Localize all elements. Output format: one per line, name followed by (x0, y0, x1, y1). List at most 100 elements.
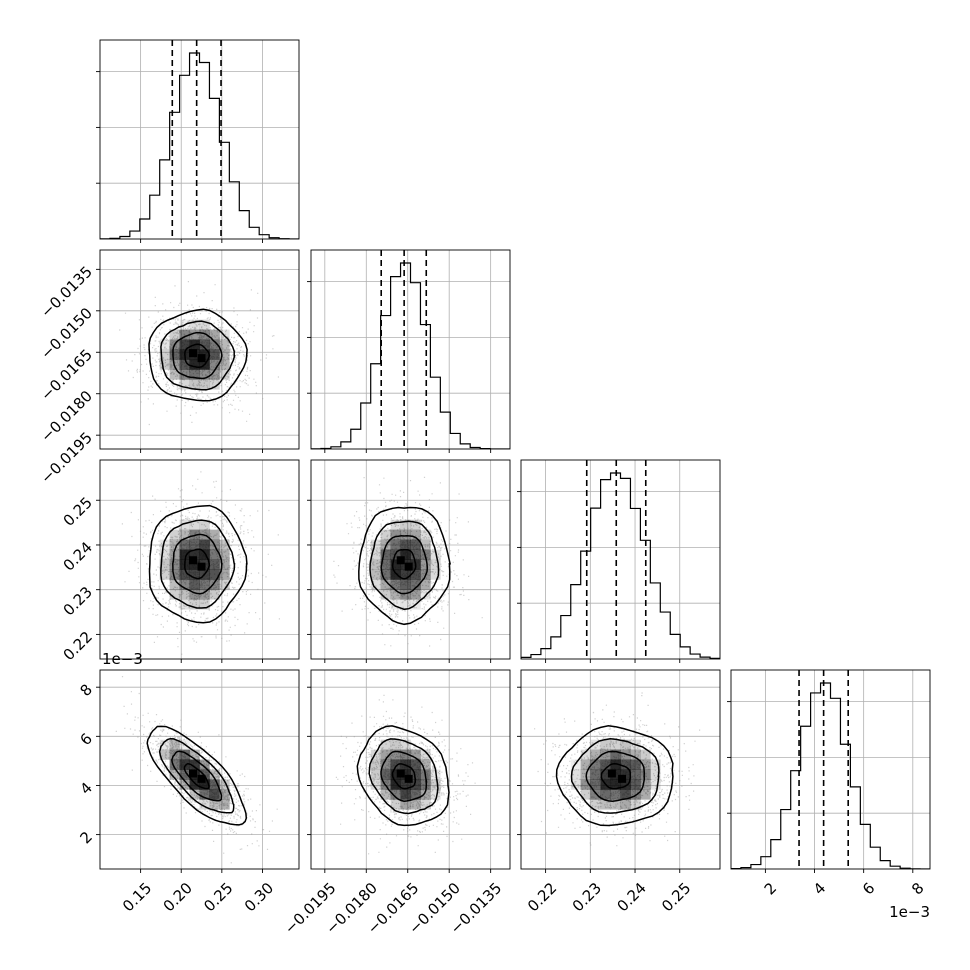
density-cell (169, 739, 180, 750)
density-cell (370, 749, 381, 760)
density-cell (600, 769, 611, 780)
density-cell (410, 789, 421, 800)
density-peak (189, 769, 198, 778)
y-tick-label: 8 (77, 680, 96, 699)
density-cell (179, 339, 190, 350)
density-cell (380, 559, 391, 570)
density-cell (179, 759, 190, 770)
density-cell (189, 569, 200, 580)
density-cell (169, 589, 180, 600)
density-cell (199, 589, 210, 600)
density-cell (610, 789, 621, 800)
density-cell (189, 329, 200, 340)
density-cell (199, 339, 210, 350)
density-cell (179, 779, 190, 790)
density-cell (610, 779, 621, 790)
density-cell (370, 559, 381, 570)
density-cell (430, 559, 441, 570)
density-cell (380, 789, 391, 800)
density-content (121, 471, 280, 655)
density-cell (630, 779, 641, 790)
density-cell (570, 759, 581, 770)
density-cell (179, 749, 190, 760)
density-cell (189, 369, 200, 380)
density-cell (179, 529, 190, 540)
density-cell (209, 329, 220, 340)
density-cell (390, 569, 401, 580)
contour-level-2 (160, 519, 236, 609)
density-cell (209, 799, 220, 810)
density-cell (390, 589, 401, 600)
x-tick-label: 6 (859, 879, 878, 898)
density-cell (199, 539, 210, 550)
density-cell (420, 759, 431, 770)
density-cell (570, 769, 581, 780)
density-panel-1-0: −0.0195−0.0180−0.0165−0.0150−0.0135 (37, 249, 300, 487)
density-cell (400, 749, 411, 760)
contour-level-0 (391, 548, 417, 580)
density-cell (620, 799, 631, 810)
density-cell (189, 759, 200, 770)
density-cell (179, 519, 190, 530)
y-offset-label: 1e−3 (102, 650, 143, 668)
contour-level-2 (158, 737, 235, 814)
density-cell (179, 369, 190, 380)
density-cell (590, 779, 601, 790)
density-cell (590, 739, 601, 750)
density-panel-2-0: 0.22 0.23 0.24 0.25 (60, 459, 300, 664)
x-tick-label: 0.15 (119, 879, 155, 915)
histogram-step (521, 472, 720, 659)
density-peak (618, 774, 627, 783)
density-cell (420, 789, 431, 800)
density-cell (370, 769, 381, 780)
density-cell (169, 559, 180, 570)
density-cell (390, 749, 401, 760)
density-cell (199, 769, 210, 780)
density-cell (410, 799, 421, 810)
density-cell (580, 779, 591, 790)
y-tick-label: 4 (77, 779, 96, 798)
density-cell (610, 759, 621, 770)
contour-level-1 (171, 750, 223, 802)
y-tick-label: 0.22 (60, 628, 96, 664)
x-tick-label: 0.30 (241, 879, 277, 915)
density-cell (390, 769, 401, 780)
density-cell (219, 789, 230, 800)
contour-level-3 (148, 504, 248, 624)
x-tick-label: 4 (810, 879, 829, 898)
density-content (333, 476, 483, 647)
density-cell (199, 779, 210, 790)
density-cell (410, 519, 421, 530)
density-cell (600, 799, 611, 810)
density-cell (179, 599, 190, 610)
density-cell (400, 539, 411, 550)
density-cell (169, 529, 180, 540)
panel-frame (310, 459, 511, 660)
contour-level-1 (380, 750, 428, 802)
density-cell (590, 789, 601, 800)
density-cell (169, 329, 180, 340)
density-cell (189, 779, 200, 790)
density-cell (199, 549, 210, 560)
density-cell (189, 749, 200, 760)
density-cell (600, 759, 611, 770)
density-panel-2-1 (307, 459, 511, 663)
panel-frame (99, 249, 300, 450)
density-cell (640, 779, 651, 790)
histogram-step (100, 52, 299, 239)
density-cell (600, 789, 611, 800)
density-cell (179, 329, 190, 340)
density-cell (179, 539, 190, 550)
density-cell (420, 529, 431, 540)
density-cell (400, 779, 411, 790)
density-cell (159, 749, 170, 760)
density-cell (189, 549, 200, 560)
density-content (100, 281, 279, 426)
density-cell (179, 579, 190, 590)
density-peak (189, 556, 198, 565)
density-cell (380, 579, 391, 590)
density-peak (404, 774, 413, 783)
density-cell (410, 769, 421, 780)
x-tick-label: 8 (908, 879, 927, 898)
